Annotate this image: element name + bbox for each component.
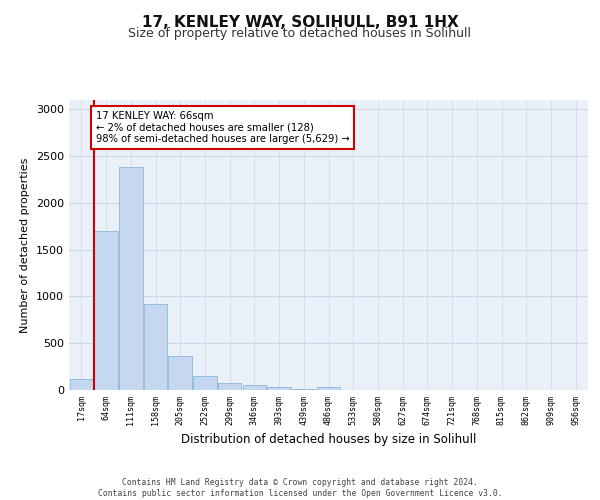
X-axis label: Distribution of detached houses by size in Solihull: Distribution of detached houses by size … bbox=[181, 433, 476, 446]
Bar bbox=[268, 386, 291, 390]
Bar bbox=[218, 382, 241, 390]
Bar bbox=[292, 389, 316, 390]
Text: 17, KENLEY WAY, SOLIHULL, B91 1HX: 17, KENLEY WAY, SOLIHULL, B91 1HX bbox=[142, 15, 458, 30]
Text: Contains HM Land Registry data © Crown copyright and database right 2024.
Contai: Contains HM Land Registry data © Crown c… bbox=[98, 478, 502, 498]
Bar bbox=[193, 376, 217, 390]
Bar bbox=[169, 356, 192, 390]
Text: Size of property relative to detached houses in Solihull: Size of property relative to detached ho… bbox=[128, 28, 472, 40]
Bar bbox=[94, 231, 118, 390]
Bar bbox=[317, 387, 340, 390]
Bar bbox=[242, 385, 266, 390]
Y-axis label: Number of detached properties: Number of detached properties bbox=[20, 158, 31, 332]
Bar bbox=[70, 379, 93, 390]
Bar bbox=[119, 168, 143, 390]
Text: 17 KENLEY WAY: 66sqm
← 2% of detached houses are smaller (128)
98% of semi-detac: 17 KENLEY WAY: 66sqm ← 2% of detached ho… bbox=[95, 111, 349, 144]
Bar bbox=[144, 304, 167, 390]
